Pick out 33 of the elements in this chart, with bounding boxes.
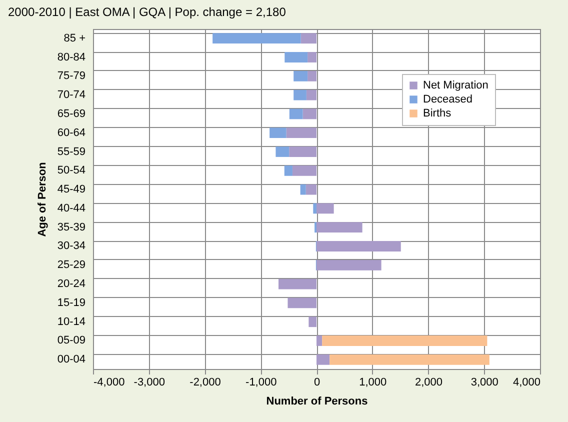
y-tick-label: 00-04 xyxy=(57,354,86,366)
y-tick-label: 10-14 xyxy=(57,316,86,328)
y-tick-label: 05-09 xyxy=(57,334,86,347)
y-tick-label: 65-69 xyxy=(57,108,86,120)
x-tick-label: 3,000 xyxy=(470,376,498,388)
x-tick-label: -1,000 xyxy=(246,376,277,388)
y-tick-label: 50-54 xyxy=(57,164,86,177)
x-tick-label: 2,000 xyxy=(414,376,443,388)
y-axis-title: Age of Person xyxy=(36,162,48,237)
x-tick-label: 4,000 xyxy=(512,376,540,388)
x-tick-label: 0 xyxy=(314,376,320,388)
x-tick-label: -2,000 xyxy=(190,376,221,388)
legend-label: Births xyxy=(423,108,452,120)
chart-title: 2000-2010 | East OMA | GQA | Pop. change = 2,180 xyxy=(8,5,286,19)
x-tick-label: -3,000 xyxy=(134,376,165,388)
legend-label: Net Migration xyxy=(423,80,488,92)
y-tick-label: 20-24 xyxy=(57,278,86,290)
x-tick-label: -4,000 xyxy=(94,376,125,388)
y-tick-label: 70-74 xyxy=(57,89,86,102)
y-tick-label: 15-19 xyxy=(57,296,86,309)
legend-label: Deceased xyxy=(423,94,473,106)
y-tick-label: 25-29 xyxy=(57,259,86,272)
x-tick-label: 1,000 xyxy=(359,376,387,388)
y-tick-label: 35-39 xyxy=(57,221,86,234)
y-tick-label: 60-64 xyxy=(57,126,86,139)
y-tick-label: 45-49 xyxy=(57,184,86,196)
x-axis-title: Number of Persons xyxy=(266,396,368,408)
y-tick-label: 40-44 xyxy=(57,202,86,214)
y-tick-label: 30-34 xyxy=(57,240,86,252)
y-tick-label: 85 + xyxy=(64,32,86,44)
y-tick-label: 55-59 xyxy=(57,146,86,158)
y-tick-label: 80-84 xyxy=(57,51,86,64)
y-tick-label: 75-79 xyxy=(57,70,86,82)
